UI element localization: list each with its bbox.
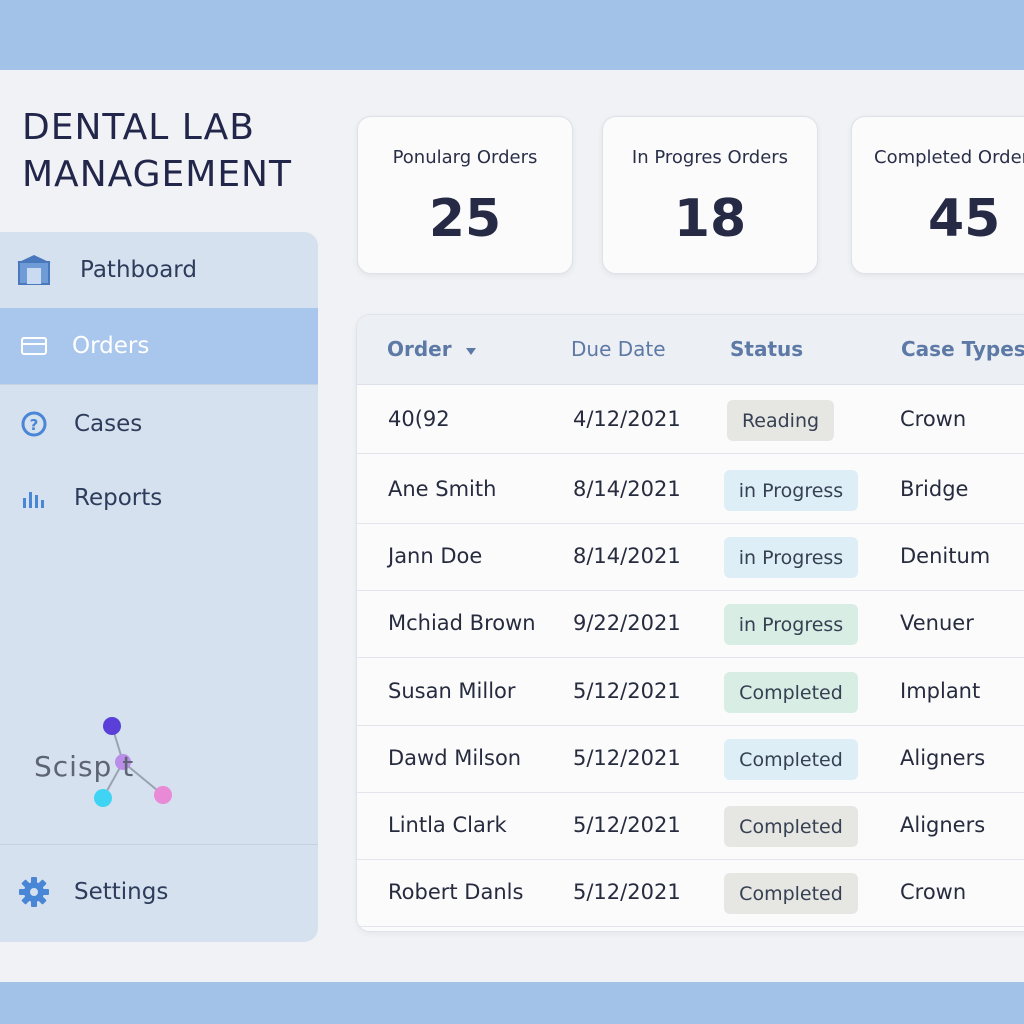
case-type-cell: Crown [900,407,967,431]
table-row[interactable]: Dawd Milson 5/12/2021 Completed Aligners [357,726,1024,793]
sidebar-item-pathboard[interactable]: Pathboard [0,232,318,308]
svg-text:?: ? [30,416,39,434]
stat-card-completed-orders: Completed Orders 45 [851,116,1024,274]
case-type-cell: Aligners [900,813,986,837]
table-row[interactable]: Ane Smith 8/14/2021 in Progress Bridge [357,457,1024,524]
order-cell: Jann Doe [388,544,483,568]
case-type-cell: Implant [900,679,981,703]
order-cell: Mchiad Brown [388,611,536,635]
status-badge: Completed [724,672,858,713]
due-date-cell: 5/12/2021 [573,880,681,904]
table-row[interactable]: Jann Doe 8/14/2021 in Progress Denitum [357,524,1024,591]
case-type-cell: Crown [900,880,967,904]
status-badge: in Progress [724,604,858,645]
due-date-cell: 8/14/2021 [573,477,681,501]
stat-label: Ponularg Orders [392,147,538,168]
table-row[interactable]: 40(92 4/12/2021 Reading Crown [357,387,1024,454]
due-date-cell: 5/12/2021 [573,679,681,703]
column-header-due-date[interactable]: Due Date [571,337,666,361]
order-cell: Dawd Milson [388,746,522,770]
sidebar-item-label: Orders [72,333,150,359]
sidebar-item-settings[interactable]: Settings [0,854,318,930]
bottom-background-band [0,982,1024,1024]
sidebar: Pathboard Orders ? Cases [0,232,318,942]
due-date-cell: 9/22/2021 [573,611,681,635]
sidebar-item-orders[interactable]: Orders [0,308,318,384]
case-type-cell: Bridge [900,477,969,501]
table-header: Order Due Date Status Case Types [357,315,1024,385]
status-badge: Completed [724,873,858,914]
table-row[interactable]: Robert Danls 5/12/2021 Completed Crown [357,860,1024,927]
logo-text: Scisp t [34,750,135,783]
question-circle-icon: ? [16,406,52,442]
sidebar-item-label: Pathboard [80,257,197,283]
sidebar-item-label: Reports [74,485,163,511]
top-background-band [0,0,1024,70]
nav-divider [0,384,318,385]
status-badge: in Progress [724,470,858,511]
building-icon [16,252,52,288]
column-header-order[interactable]: Order [387,337,477,361]
order-cell: 40(92 [388,407,450,431]
stat-card-in-progress-orders: In Progres Orders 18 [602,116,818,274]
orders-table: Order Due Date Status Case Types 40(92 4/… [356,314,1024,932]
app-title: DENTAL LAB MANAGEMENT [22,107,292,195]
column-header-label: Order [387,337,452,361]
due-date-cell: 5/12/2021 [573,746,681,770]
gear-icon [16,874,52,910]
stat-value: 25 [428,189,502,249]
column-header-status[interactable]: Status [730,337,804,361]
case-type-cell: Denitum [900,544,991,568]
stat-value: 18 [673,189,747,249]
card-icon [16,328,52,364]
case-type-cell: Venuer [900,611,974,635]
table-row[interactable]: Susan Millor 5/12/2021 Completed Implant [357,659,1024,726]
table-row[interactable]: Lintla Clark 5/12/2021 Completed Aligners [357,793,1024,860]
stat-card-ponularg-orders: Ponularg Orders 25 [357,116,573,274]
app-window: DENTAL LAB MANAGEMENT Pathboard Orders [0,70,1024,982]
case-type-cell: Aligners [900,746,986,770]
sidebar-item-cases[interactable]: ? Cases [0,386,318,462]
order-cell: Robert Danls [388,880,524,904]
stat-label: Completed Orders [874,147,1024,168]
status-badge: Reading [727,400,834,441]
scispot-logo: Scisp t [30,716,200,826]
table-row[interactable]: Mchiad Brown 9/22/2021 in Progress Venuer [357,591,1024,658]
order-cell: Lintla Clark [388,813,507,837]
order-cell: Susan Millor [388,679,516,703]
due-date-cell: 8/14/2021 [573,544,681,568]
bar-chart-icon [16,480,52,516]
status-badge: in Progress [724,537,858,578]
status-badge: Completed [724,806,858,847]
due-date-cell: 5/12/2021 [573,813,681,837]
sidebar-item-label: Cases [74,411,143,437]
nav-divider [0,844,318,845]
stat-label: In Progres Orders [631,147,789,168]
sidebar-item-label: Settings [74,879,169,905]
stat-value: 45 [928,189,1001,249]
sidebar-item-reports[interactable]: Reports [0,460,318,536]
order-cell: Ane Smith [388,477,497,501]
sort-down-icon[interactable] [465,337,477,361]
column-header-case-types[interactable]: Case Types [901,337,1024,361]
due-date-cell: 4/12/2021 [573,407,681,431]
status-badge: Completed [724,739,858,780]
